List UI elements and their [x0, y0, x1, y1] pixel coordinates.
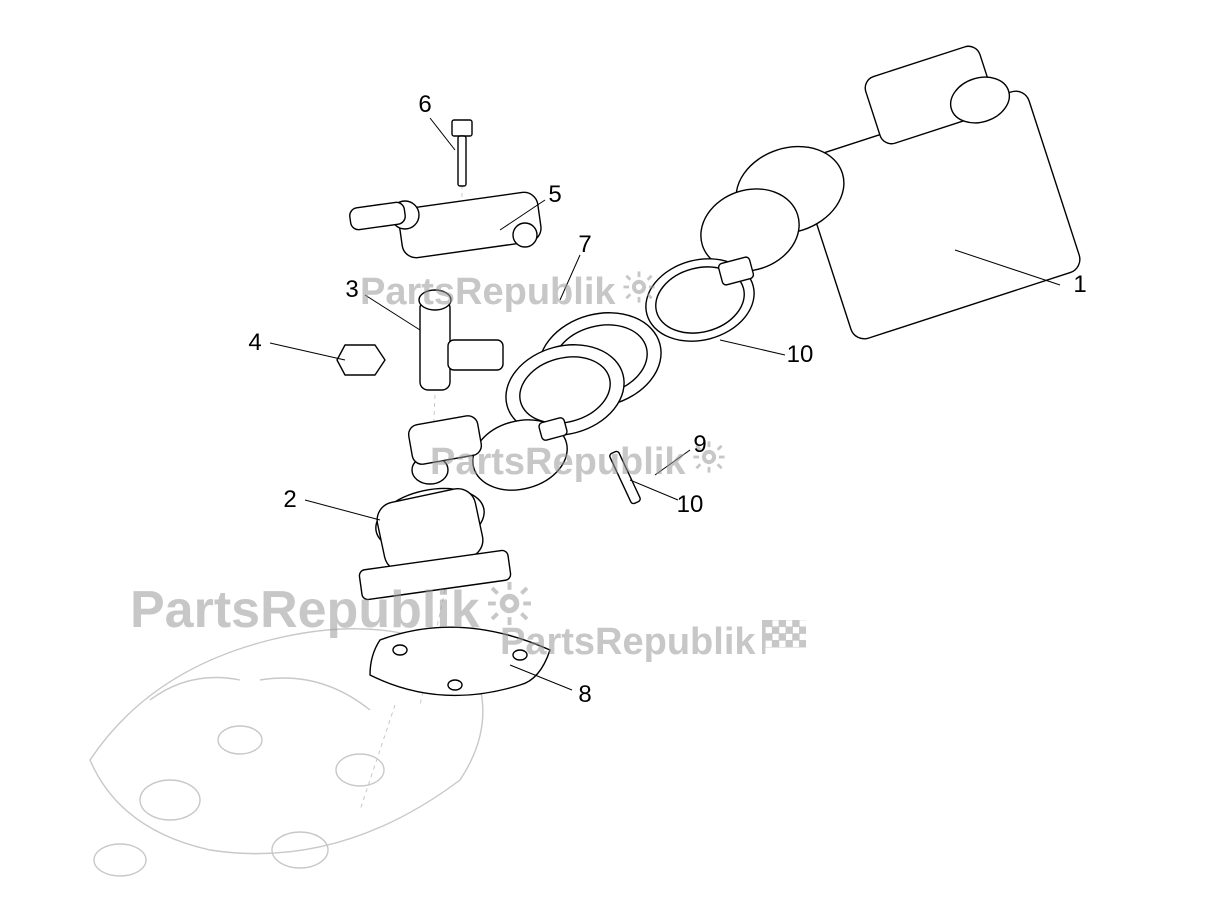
- part-bolt: [452, 120, 472, 186]
- callout-label-6: 6: [418, 91, 431, 119]
- part-stud: [609, 450, 641, 504]
- callout-label-8: 8: [578, 681, 591, 709]
- callout-label-5: 5: [548, 181, 561, 209]
- callout-label-4: 4: [248, 329, 261, 357]
- callout-label-3: 3: [345, 276, 358, 304]
- part-clamp-lower: [465, 410, 575, 501]
- part-sensor-bracket: [349, 191, 543, 260]
- diagram-stage: 1234567891010 PartsRepublik PartsRepubli…: [0, 0, 1205, 904]
- parts-diagram-svg: [0, 0, 1205, 904]
- part-injector-seat: [407, 414, 483, 466]
- callout-label-7: 7: [578, 231, 591, 259]
- callout-label-2: 2: [283, 486, 296, 514]
- callout-label-10b: 10: [677, 491, 704, 519]
- callout-label-10: 10: [787, 341, 814, 369]
- callout-label-9: 9: [693, 431, 706, 459]
- callout-label-1: 1: [1073, 271, 1086, 299]
- part-injector: [419, 290, 503, 390]
- part-gasket: [370, 627, 550, 695]
